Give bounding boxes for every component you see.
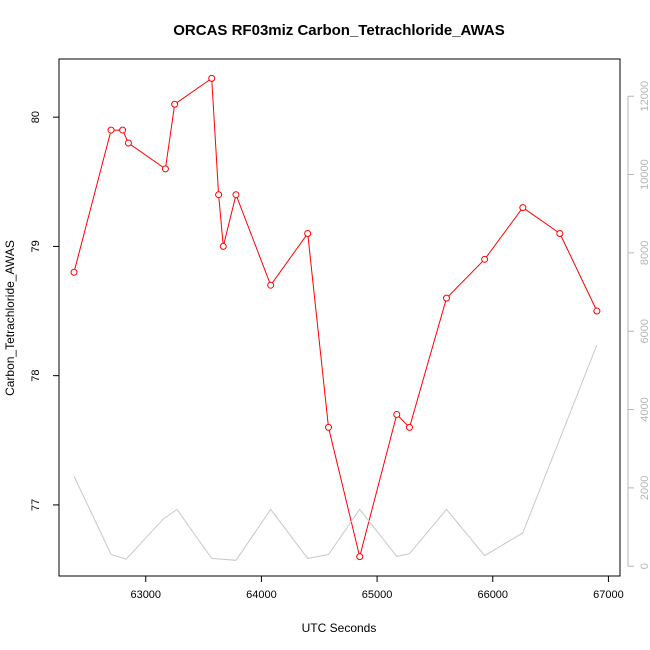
right-y-tick-label: 4000 <box>639 397 650 421</box>
x-tick-label: 65000 <box>362 589 393 601</box>
series-0-point <box>219 242 227 250</box>
series-0-point <box>70 268 78 276</box>
series-0-point <box>519 204 527 212</box>
series-0-point <box>356 553 364 561</box>
x-axis-label: UTC Seconds <box>302 621 377 635</box>
series-0-point <box>556 229 564 237</box>
series-0-point <box>393 410 401 418</box>
y-axis: 77 78 79 80 <box>30 111 59 511</box>
series-0-point <box>481 255 489 263</box>
series-1-line <box>73 344 598 561</box>
series-0-point <box>267 281 275 289</box>
right-y-tick-label: 12000 <box>639 81 650 112</box>
series-layer <box>70 74 601 561</box>
series-0-point <box>304 229 312 237</box>
y-tick-label: 77 <box>30 499 42 511</box>
x-tick-label: 66000 <box>477 589 508 601</box>
series-0-point <box>232 191 240 199</box>
x-tick-label: 64000 <box>246 589 277 601</box>
series-0-point <box>124 139 132 147</box>
right-y-tick-label: 0 <box>639 563 650 569</box>
y-tick-label: 80 <box>30 111 42 123</box>
right-y-axis: 0 2000 4000 6000 8000 10000 12000 <box>627 81 650 569</box>
series-0-point <box>171 100 179 108</box>
x-tick-label: 63000 <box>130 589 161 601</box>
y-tick-label: 78 <box>30 370 42 382</box>
x-tick-label: 67000 <box>593 589 624 601</box>
right-y-tick-label: 10000 <box>639 159 650 190</box>
series-0-point <box>442 294 450 302</box>
series-0-point <box>119 126 127 134</box>
series-0-point <box>107 126 115 134</box>
right-y-tick-label: 6000 <box>639 319 650 343</box>
series-0-point <box>215 191 223 199</box>
series-0-point <box>325 423 333 431</box>
series-0-line <box>73 77 598 557</box>
plot-frame <box>58 58 621 577</box>
y-tick-label: 79 <box>30 240 42 252</box>
right-y-tick-label: 2000 <box>639 476 650 500</box>
series-0-point <box>161 165 169 173</box>
x-axis: 63000 64000 65000 66000 67000 <box>130 576 624 601</box>
series-0-point <box>405 423 413 431</box>
series-0-point <box>208 74 216 82</box>
right-y-tick-label: 8000 <box>639 241 650 265</box>
y-axis-label: Carbon_Tetrachloride_AWAS <box>3 240 17 396</box>
chart-title: ORCAS RF03miz Carbon_Tetrachloride_AWAS <box>173 22 504 39</box>
series-0-point <box>593 307 601 315</box>
